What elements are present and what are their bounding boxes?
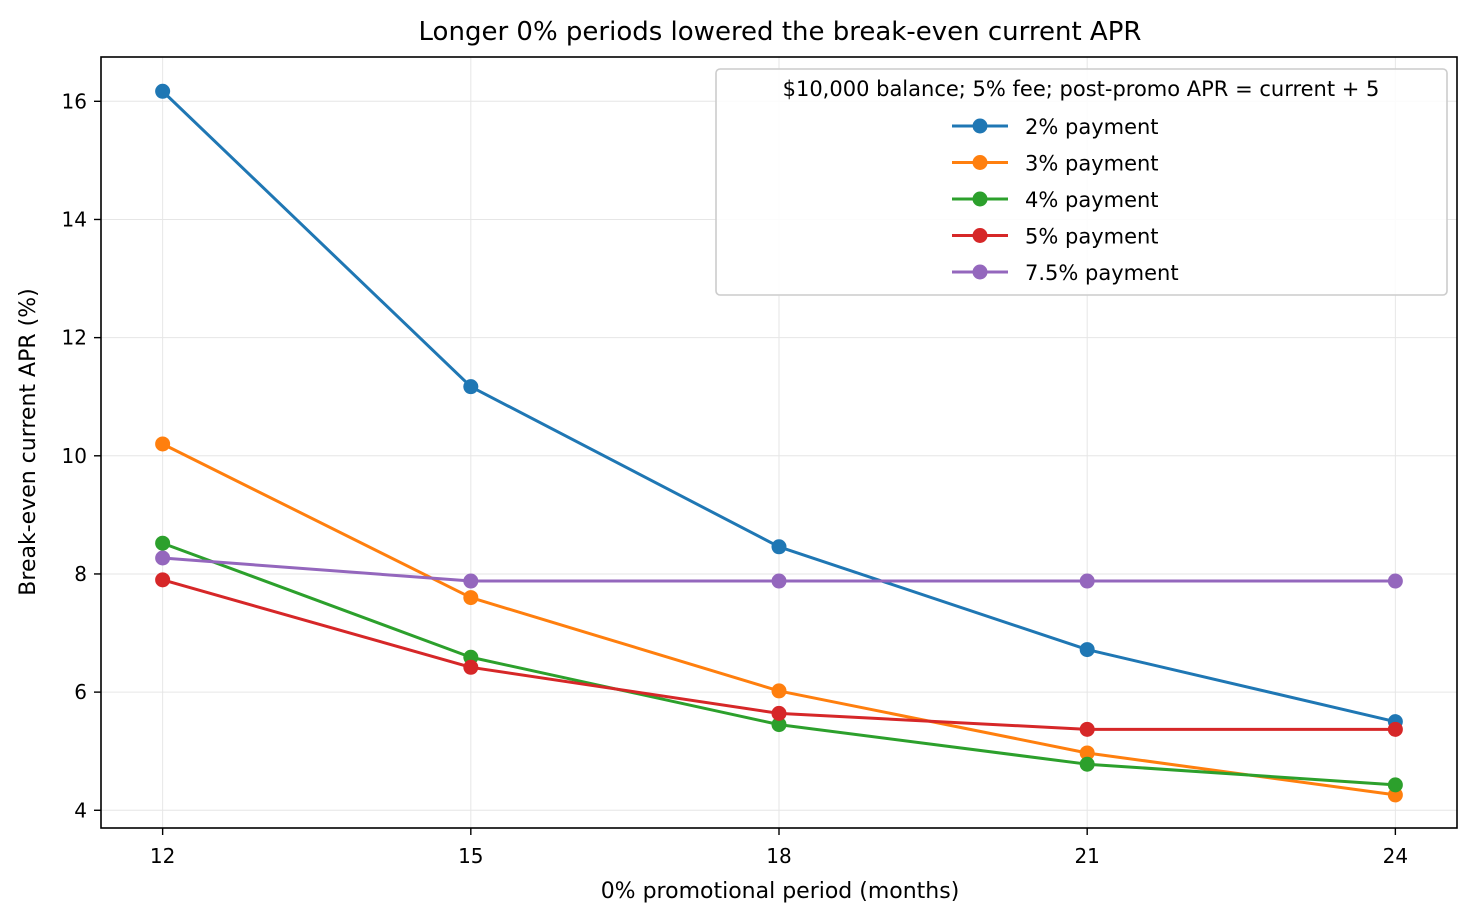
data-point [1079, 721, 1095, 737]
data-point [463, 573, 479, 589]
data-point [155, 572, 171, 588]
data-point [771, 705, 787, 721]
data-point [1079, 756, 1095, 772]
legend-label: 4% payment [1025, 188, 1159, 212]
series-5 [155, 550, 1403, 589]
data-point [463, 659, 479, 675]
axis-ticks: 12 15 18 21 24 4 6 8 10 12 14 16 [62, 89, 1409, 868]
data-point [1079, 573, 1095, 589]
x-tick-label: 12 [150, 844, 175, 868]
legend-swatch-marker [972, 155, 988, 170]
data-point [155, 550, 171, 566]
y-tick-label: 4 [74, 798, 87, 822]
legend: $10,000 balance; 5% fee; post-promo APR … [715, 68, 1448, 296]
legend-swatch-marker [972, 228, 988, 243]
legend-entry: 7.5% payment [952, 261, 1179, 285]
legend-swatch-marker [972, 118, 988, 134]
x-tick-label: 24 [1383, 844, 1408, 868]
data-point [463, 379, 479, 395]
y-tick-label: 8 [74, 562, 87, 586]
y-tick-label: 6 [74, 680, 87, 704]
legend-label: 7.5% payment [1025, 261, 1179, 285]
data-point [771, 539, 787, 555]
x-axis-label: 0% promotional period (months) [601, 879, 960, 904]
data-point [771, 717, 787, 733]
legend-swatch-marker [972, 191, 988, 207]
data-point [155, 436, 171, 452]
y-tick-label: 14 [62, 207, 87, 231]
legend-entry: 2% payment [952, 115, 1159, 139]
chart-title: Longer 0% periods lowered the break-even… [419, 17, 1142, 47]
data-point [155, 83, 171, 99]
data-point [1079, 642, 1095, 658]
data-point [155, 535, 171, 551]
legend-entries: 2% payment 3% payment 4% payment 5% payment… [952, 115, 1179, 285]
y-tick-label: 10 [62, 444, 87, 468]
series-layer [155, 83, 1403, 803]
y-axis-label: Break-even current APR (%) [16, 288, 41, 595]
y-tick-label: 16 [62, 89, 87, 113]
data-point [1387, 573, 1403, 589]
x-tick-label: 18 [766, 844, 791, 868]
legend-label: 2% payment [1025, 115, 1159, 139]
series-2 [155, 436, 1403, 803]
x-tick-label: 15 [458, 844, 483, 868]
data-point [771, 573, 787, 589]
legend-label: 3% payment [1025, 152, 1159, 176]
series-1 [155, 83, 1403, 730]
data-point [1387, 721, 1403, 737]
data-point [771, 683, 787, 699]
legend-swatch-marker [972, 264, 988, 280]
y-tick-label: 12 [62, 326, 87, 350]
x-tick-label: 21 [1074, 844, 1099, 868]
series-4 [155, 572, 1403, 737]
legend-label: 5% payment [1025, 225, 1159, 249]
legend-entry: 5% payment [952, 225, 1159, 249]
data-point [463, 590, 479, 606]
legend-entry: 3% payment [952, 152, 1159, 176]
series-3 [155, 535, 1403, 793]
legend-title: $10,000 balance; 5% fee; post-promo APR … [783, 77, 1380, 101]
data-point [1079, 745, 1095, 761]
legend-box [715, 68, 1448, 296]
data-point [1387, 777, 1403, 793]
legend-entry: 4% payment [952, 188, 1159, 212]
